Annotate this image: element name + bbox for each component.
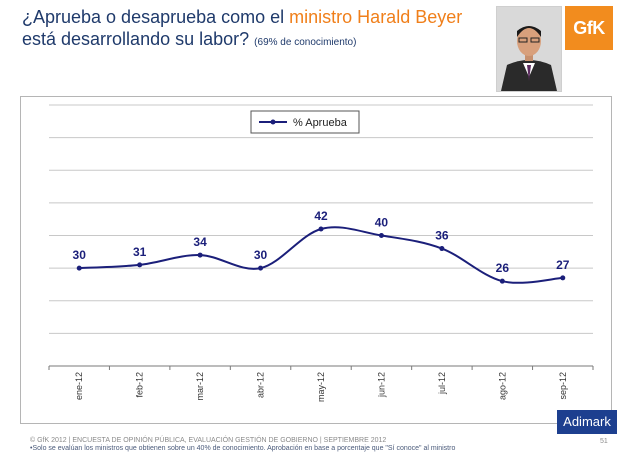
gfk-logo: GfK bbox=[565, 6, 613, 50]
data-label: 30 bbox=[254, 248, 268, 262]
x-tick-label: feb-12 bbox=[135, 372, 145, 398]
data-label: 31 bbox=[133, 245, 147, 259]
data-point bbox=[318, 226, 324, 232]
page-title: ¿Aprueba o desaprueba como el ministro H… bbox=[22, 6, 492, 54]
x-tick-label: sep-12 bbox=[558, 372, 568, 400]
data-label: 42 bbox=[314, 209, 328, 223]
data-point bbox=[197, 252, 203, 258]
gfk-logo-text: GfK bbox=[573, 18, 605, 38]
legend-label: % Aprueba bbox=[293, 117, 348, 129]
chart-frame: ene-12 feb-12 mar-12 abr-12 may-12 jun-12 jul-… bbox=[20, 96, 612, 424]
x-tick-label: ago-12 bbox=[497, 372, 507, 400]
legend-box bbox=[250, 110, 360, 134]
data-point bbox=[499, 278, 505, 284]
x-tick-label: abr-12 bbox=[256, 372, 266, 398]
minister-photo bbox=[496, 6, 562, 92]
title-note: (69% de conocimiento) bbox=[254, 37, 357, 48]
data-label: 36 bbox=[435, 229, 449, 243]
data-label: 27 bbox=[556, 258, 570, 272]
legend-swatch-marker bbox=[270, 119, 276, 125]
x-tick-label: ene-12 bbox=[74, 372, 84, 400]
data-point bbox=[137, 262, 143, 268]
data-point bbox=[439, 246, 445, 252]
x-tick-label: mar-12 bbox=[195, 372, 205, 401]
title-part1: ¿Aprueba o desaprueba como el bbox=[22, 7, 290, 27]
adimark-logo-text: Adimark bbox=[563, 414, 611, 429]
data-label: 26 bbox=[496, 261, 510, 275]
x-tick-label: may-12 bbox=[316, 372, 326, 402]
title-highlight: ministro Harald Beyer bbox=[289, 7, 463, 27]
data-point bbox=[76, 265, 82, 271]
data-label: 34 bbox=[193, 235, 207, 249]
data-label: 40 bbox=[375, 216, 389, 230]
footer-note: •Solo se evalúan los ministros que obtie… bbox=[30, 445, 456, 452]
data-point bbox=[378, 233, 384, 238]
data-point bbox=[258, 265, 264, 271]
x-tick-label: jun-12 bbox=[376, 372, 386, 398]
page-number: 51 bbox=[600, 438, 608, 445]
data-label: 30 bbox=[73, 248, 87, 262]
title-part2: está desarrollando su labor? bbox=[22, 29, 250, 49]
footer-copyright: © GfK 2012 | ENCUESTA DE OPINIÓN PÚBLICA… bbox=[30, 437, 387, 444]
approval-chart: ene-12 feb-12 mar-12 abr-12 may-12 jun-12 jul-… bbox=[48, 104, 594, 402]
adimark-logo: Adimark bbox=[557, 410, 617, 434]
x-tick-label: jul-12 bbox=[437, 372, 447, 395]
data-point bbox=[560, 275, 566, 281]
